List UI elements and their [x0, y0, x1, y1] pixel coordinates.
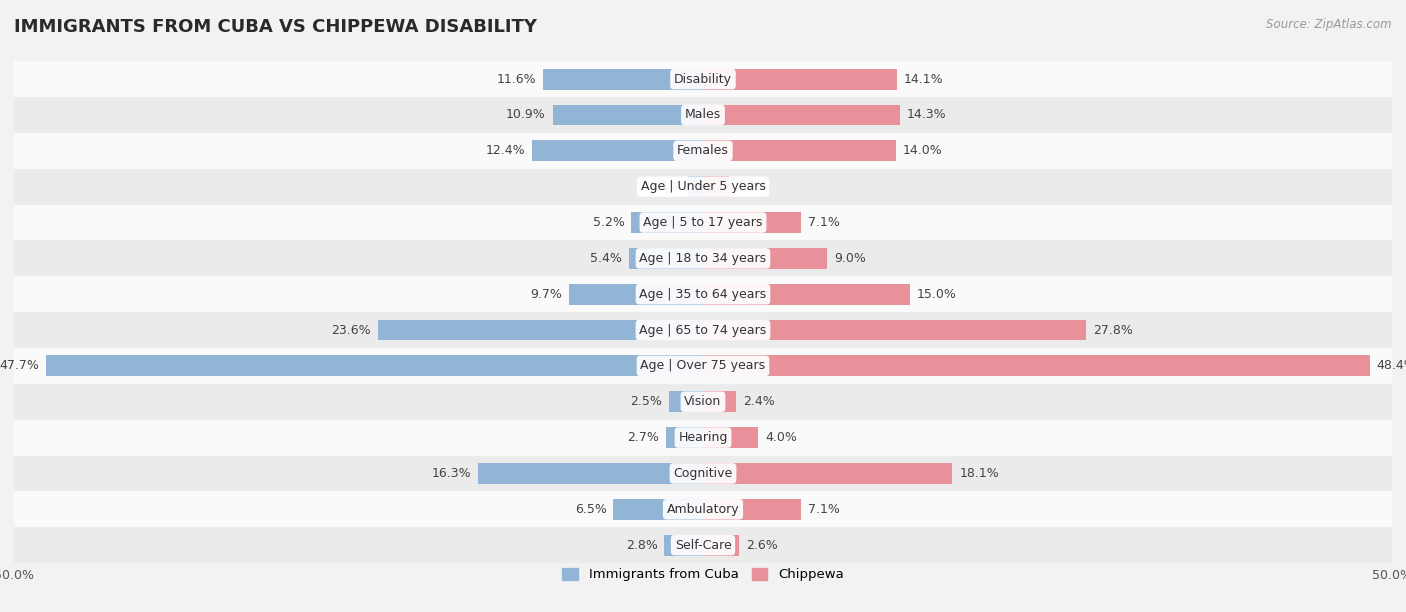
Text: 14.3%: 14.3%: [907, 108, 946, 121]
Text: Ambulatory: Ambulatory: [666, 503, 740, 516]
Text: 12.4%: 12.4%: [485, 144, 526, 157]
Text: 5.4%: 5.4%: [591, 252, 621, 265]
Text: Age | 65 to 74 years: Age | 65 to 74 years: [640, 324, 766, 337]
Bar: [703, 319, 1085, 340]
Bar: [14, 384, 1392, 420]
Bar: [703, 463, 952, 484]
Text: Age | Over 75 years: Age | Over 75 years: [641, 359, 765, 372]
Bar: [14, 455, 1392, 491]
Text: 5.2%: 5.2%: [592, 216, 624, 229]
Text: 14.0%: 14.0%: [903, 144, 942, 157]
Text: 9.0%: 9.0%: [834, 252, 866, 265]
Text: 1.1%: 1.1%: [650, 180, 681, 193]
Text: Disability: Disability: [673, 73, 733, 86]
Bar: [628, 248, 703, 269]
Text: Vision: Vision: [685, 395, 721, 408]
Bar: [14, 420, 1392, 455]
Text: 9.7%: 9.7%: [530, 288, 562, 300]
Bar: [631, 212, 703, 233]
Text: 7.1%: 7.1%: [807, 503, 839, 516]
Text: IMMIGRANTS FROM CUBA VS CHIPPEWA DISABILITY: IMMIGRANTS FROM CUBA VS CHIPPEWA DISABIL…: [14, 18, 537, 36]
Text: Source: ZipAtlas.com: Source: ZipAtlas.com: [1267, 18, 1392, 31]
Text: 6.5%: 6.5%: [575, 503, 606, 516]
Bar: [613, 499, 703, 520]
Bar: [703, 105, 900, 125]
Text: 18.1%: 18.1%: [959, 467, 1000, 480]
Text: Males: Males: [685, 108, 721, 121]
Bar: [703, 391, 737, 412]
Text: Age | Under 5 years: Age | Under 5 years: [641, 180, 765, 193]
Legend: Immigrants from Cuba, Chippewa: Immigrants from Cuba, Chippewa: [557, 562, 849, 586]
Text: 2.4%: 2.4%: [742, 395, 775, 408]
Bar: [665, 535, 703, 556]
Bar: [531, 140, 703, 161]
Bar: [703, 427, 758, 448]
Text: Self-Care: Self-Care: [675, 539, 731, 551]
Text: 7.1%: 7.1%: [807, 216, 839, 229]
Text: Age | 18 to 34 years: Age | 18 to 34 years: [640, 252, 766, 265]
Text: 27.8%: 27.8%: [1092, 324, 1133, 337]
Text: Age | 35 to 64 years: Age | 35 to 64 years: [640, 288, 766, 300]
Bar: [666, 427, 703, 448]
Bar: [14, 97, 1392, 133]
Bar: [14, 312, 1392, 348]
Text: Hearing: Hearing: [678, 431, 728, 444]
Bar: [14, 527, 1392, 563]
Bar: [703, 499, 801, 520]
Text: Females: Females: [678, 144, 728, 157]
Bar: [14, 491, 1392, 527]
Text: 2.6%: 2.6%: [745, 539, 778, 551]
Bar: [553, 105, 703, 125]
Text: 2.8%: 2.8%: [626, 539, 658, 551]
Bar: [703, 284, 910, 305]
Bar: [14, 169, 1392, 204]
Bar: [703, 212, 801, 233]
Bar: [14, 204, 1392, 241]
Text: 2.5%: 2.5%: [630, 395, 662, 408]
Text: 1.9%: 1.9%: [737, 180, 768, 193]
Bar: [669, 391, 703, 412]
Text: 10.9%: 10.9%: [506, 108, 546, 121]
Bar: [703, 176, 730, 197]
Bar: [46, 356, 703, 376]
Bar: [378, 319, 703, 340]
Text: 15.0%: 15.0%: [917, 288, 956, 300]
Bar: [688, 176, 703, 197]
Text: 14.1%: 14.1%: [904, 73, 943, 86]
Bar: [703, 356, 1369, 376]
Bar: [14, 241, 1392, 276]
Text: 48.4%: 48.4%: [1376, 359, 1406, 372]
Bar: [14, 276, 1392, 312]
Bar: [14, 133, 1392, 169]
Text: 4.0%: 4.0%: [765, 431, 797, 444]
Text: 47.7%: 47.7%: [0, 359, 39, 372]
Bar: [703, 140, 896, 161]
Text: Age | 5 to 17 years: Age | 5 to 17 years: [644, 216, 762, 229]
Text: 2.7%: 2.7%: [627, 431, 659, 444]
Bar: [703, 535, 738, 556]
Bar: [543, 69, 703, 89]
Text: Cognitive: Cognitive: [673, 467, 733, 480]
Text: 16.3%: 16.3%: [432, 467, 471, 480]
Bar: [14, 348, 1392, 384]
Bar: [703, 248, 827, 269]
Bar: [478, 463, 703, 484]
Bar: [703, 69, 897, 89]
Bar: [569, 284, 703, 305]
Text: 23.6%: 23.6%: [332, 324, 371, 337]
Text: 11.6%: 11.6%: [496, 73, 536, 86]
Bar: [14, 61, 1392, 97]
